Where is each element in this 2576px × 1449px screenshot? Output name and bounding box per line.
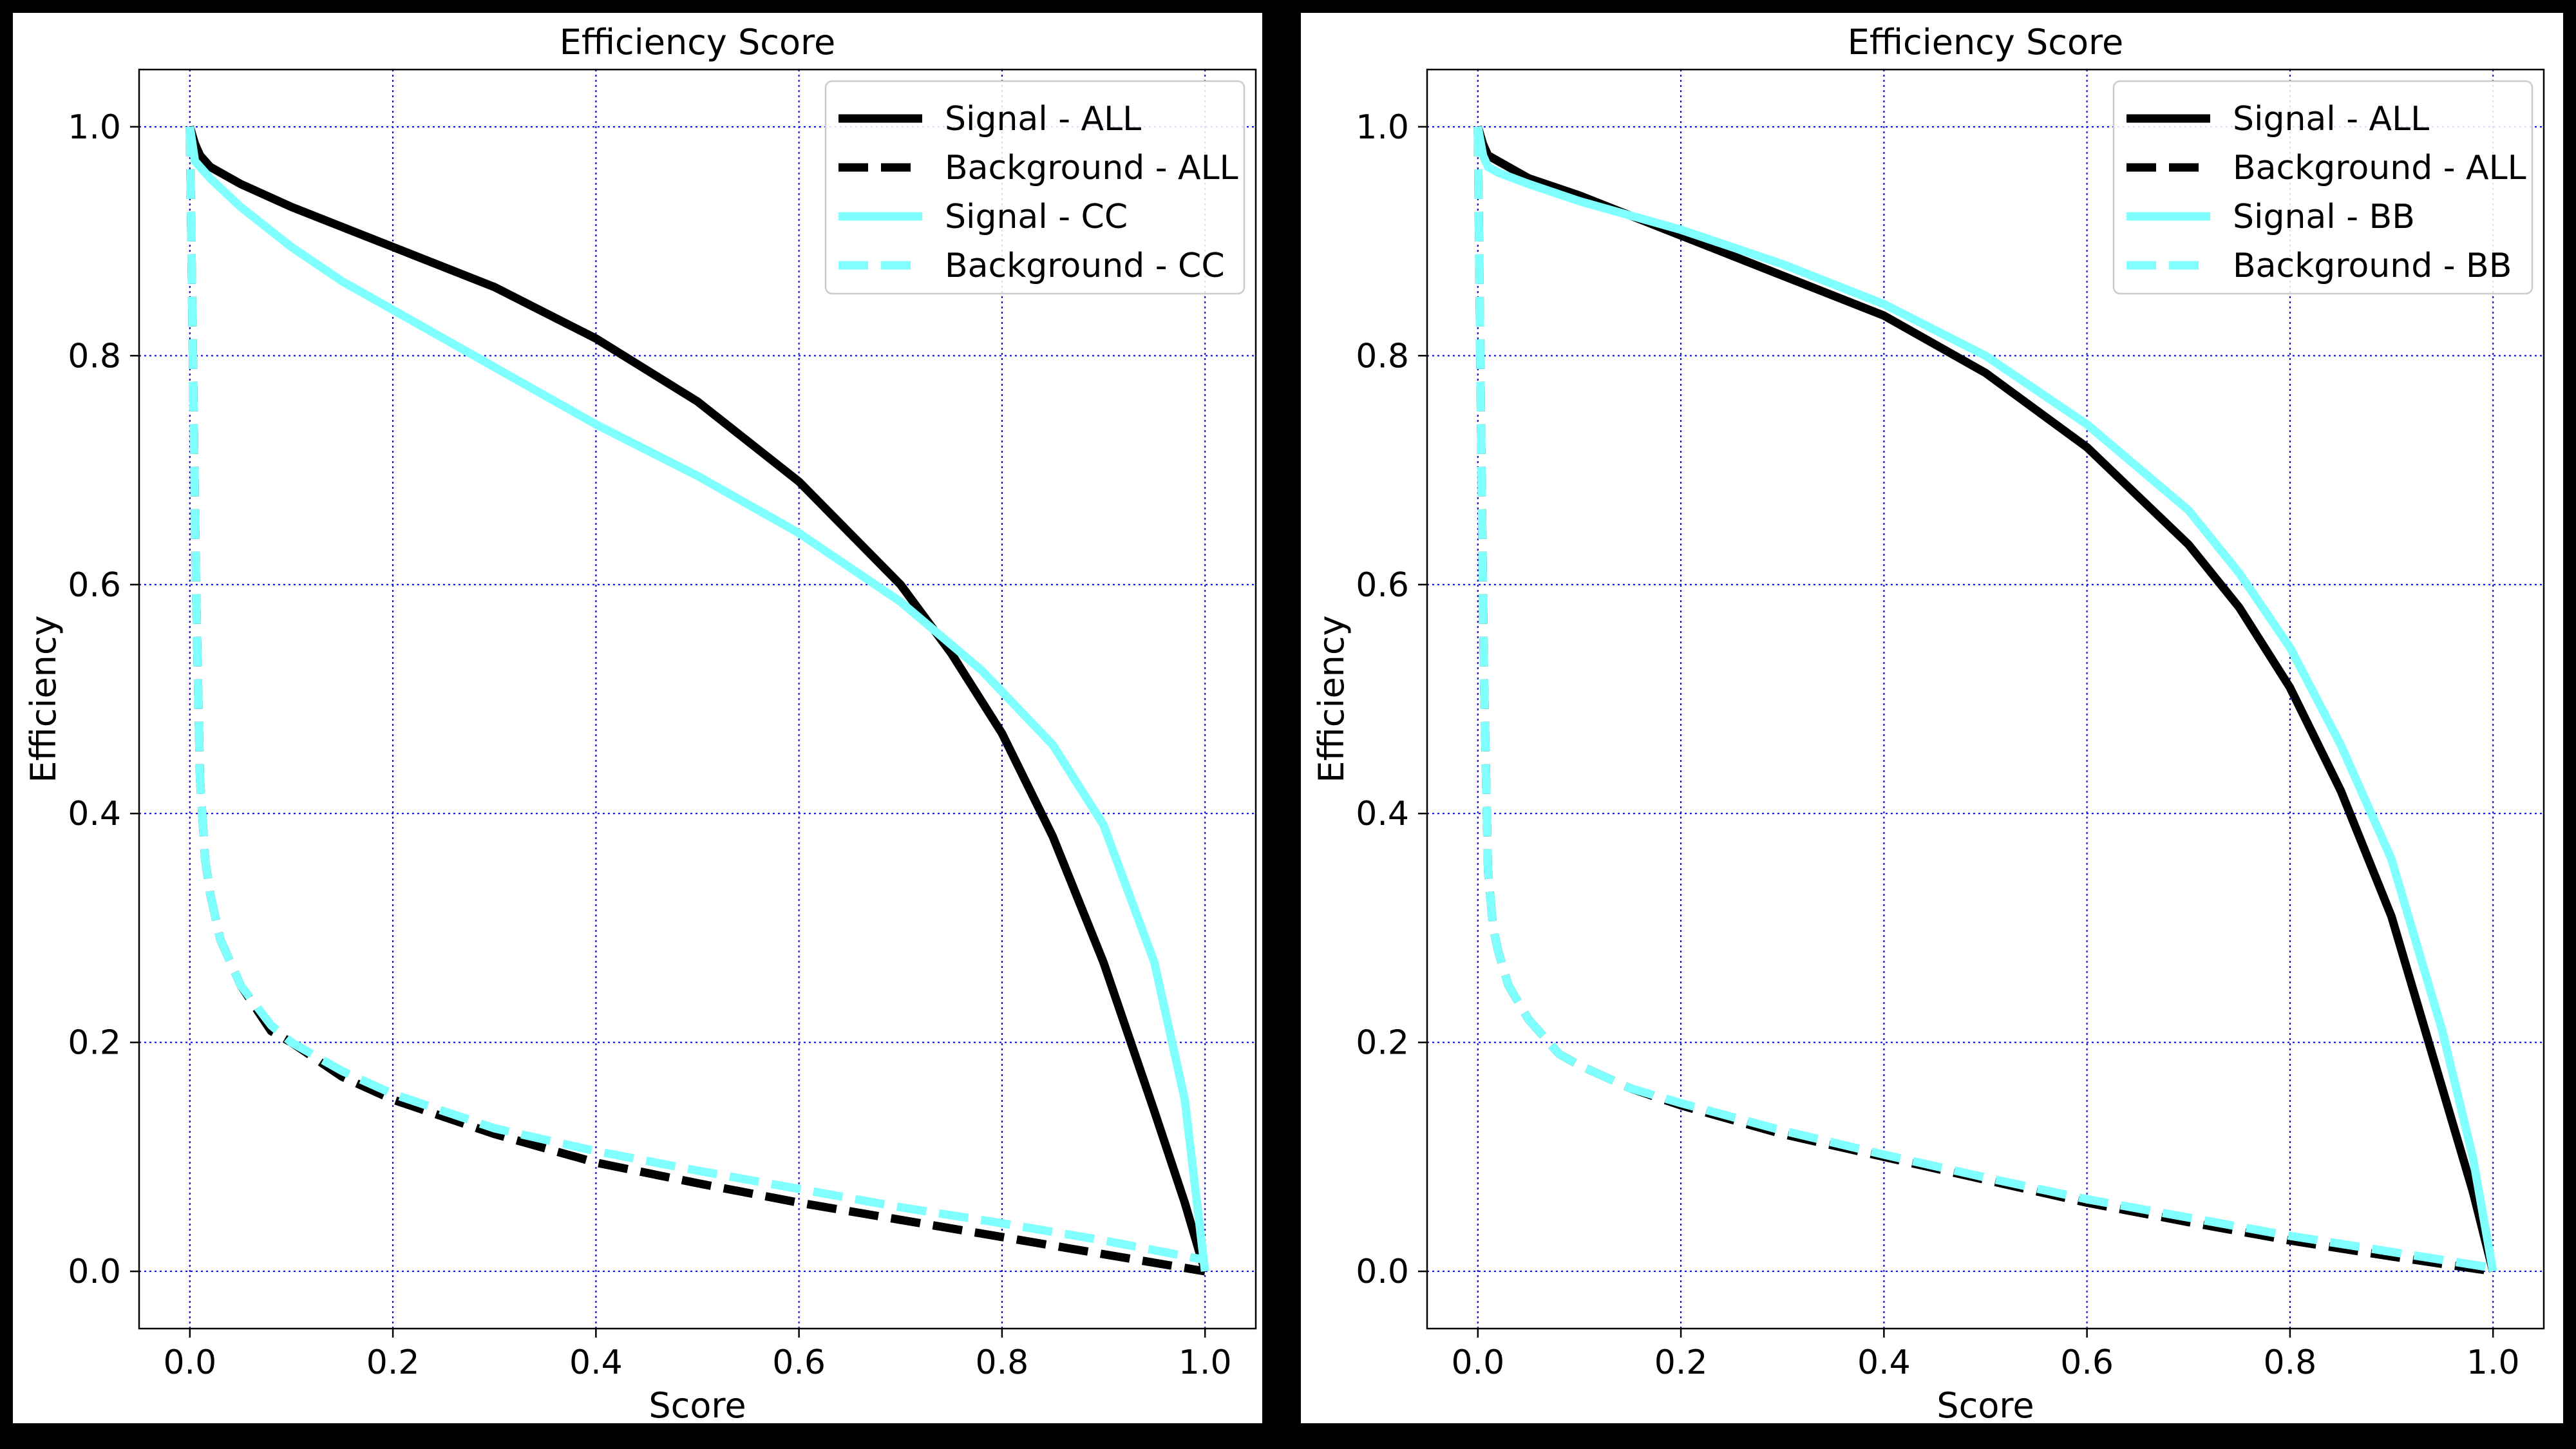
legend-label: Signal - ALL [945,100,1141,138]
y-tick-label: 0.8 [1356,337,1409,375]
series-line-3 [185,126,1209,1272]
x-tick-label: 1.0 [2467,1343,2520,1382]
x-tick-label: 0.4 [569,1343,623,1382]
x-tick-label: 0.8 [2264,1343,2317,1382]
series-line-4 [1473,126,2494,1273]
y-tick-label: 0.4 [68,795,121,833]
legend-label: Background - ALL [2233,149,2526,187]
right-panel: 0.0 0.2 0.4 0.6 0.8 1.0 0.0 0.2 0.4 0.6 0.8 1.0 Effi… [1301,13,2563,1426]
y-tick-label: 0.0 [68,1253,121,1291]
x-tick-label: 0.8 [976,1343,1029,1382]
x-tick-label: 0.6 [772,1343,826,1382]
chart-title: Efficiency Score [560,22,836,62]
legend-label: Signal - ALL [2233,100,2429,138]
x-axis-label: Score [1937,1385,2034,1426]
y-axis-label: Efficiency [23,615,64,782]
y-tick-label: 0.0 [1356,1253,1409,1291]
x-axis-label: Score [649,1385,746,1426]
legend-box [2112,80,2533,295]
x-tick-label: 1.0 [1179,1343,1232,1382]
y-tick-label: 0.6 [68,566,121,605]
x-tick-label: 0.6 [2060,1343,2114,1382]
y-tick-label: 0.2 [68,1024,121,1063]
legend: Signal - ALL Background - ALL Signal - CC B… [824,80,1245,295]
legend-label: Signal - CC [945,198,1128,236]
series-line-4 [185,126,1206,1264]
series-line-1 [185,126,1209,1273]
x-tick-label: 0.0 [163,1343,216,1382]
y-tick-label: 0.2 [1356,1024,1409,1063]
x-tick-label: 0.0 [1451,1343,1504,1382]
axes-frame [1426,68,2545,1330]
legend-box [824,80,1245,295]
y-axis-label: Efficiency [1311,615,1352,782]
legend: Signal - ALL Background - ALL Signal - BB B… [2112,80,2533,295]
y-tick-label: 1.0 [68,108,121,147]
y-tick-label: 0.6 [1356,566,1409,605]
legend-label: Signal - BB [2233,198,2415,236]
chart-title: Efficiency Score [1848,22,2124,62]
x-tick-label: 0.2 [366,1343,420,1382]
y-tick-label: 0.8 [68,337,121,375]
y-tick-label: 0.4 [1356,795,1409,833]
series-line-1 [1473,126,2497,1273]
y-tick-label: 1.0 [1356,108,1409,147]
left-panel: 0.0 0.2 0.4 0.6 0.8 1.0 0.0 0.2 0.4 0.6 0.8 1.0 Effi… [13,13,1262,1426]
x-tick-label: 0.2 [1654,1343,1708,1382]
legend-label: Background - CC [945,247,1225,285]
x-tick-label: 0.4 [1857,1343,1911,1382]
axes-frame [138,68,1257,1330]
series-line-3 [1473,126,2497,1273]
legend-label: Background - BB [2233,247,2512,285]
legend-label: Background - ALL [945,149,1238,187]
